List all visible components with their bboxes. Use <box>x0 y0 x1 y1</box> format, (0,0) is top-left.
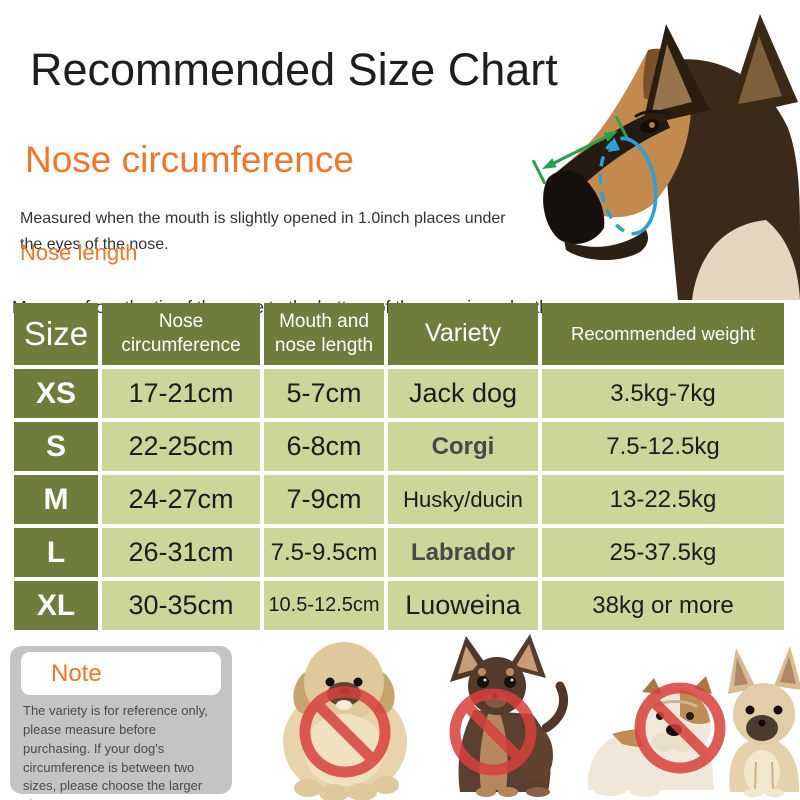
pekingese-illustration <box>283 642 407 800</box>
nose-circ-cell-l: 26-31cm <box>102 528 260 577</box>
note-box: Note The variety is for reference only, … <box>10 646 232 800</box>
german-shepherd-illustration <box>532 14 800 300</box>
mouth-length-cell-xs: 5-7cm <box>264 369 384 418</box>
no-symbol-icon <box>449 688 537 776</box>
size-cell-s: S <box>14 422 98 471</box>
unsuitable-dogs-illustration <box>283 634 800 800</box>
variety-cell-m: Husky/ducin <box>388 475 538 524</box>
no-symbol-icon <box>634 682 726 774</box>
col-header-mouth-nose-length: Mouth and nose length <box>264 303 384 365</box>
nose-circ-cell-s: 22-25cm <box>102 422 260 471</box>
weight-cell-s: 7.5-12.5kg <box>542 422 784 471</box>
size-cell-m: M <box>14 475 98 524</box>
nose-circumference-ellipse-icon <box>598 136 658 236</box>
variety-cell-xl: Luoweina <box>388 581 538 630</box>
no-symbol-icon <box>299 686 391 778</box>
col-header-size: Size <box>14 303 98 365</box>
variety-cell-xs: Jack dog <box>388 369 538 418</box>
bulldogs-illustration <box>587 646 800 798</box>
weight-cell-l: 25-37.5kg <box>542 528 784 577</box>
shepherd-head <box>543 14 800 300</box>
weight-cell-m: 13-22.5kg <box>542 475 784 524</box>
col-header-recommended-weight: Recommended weight <box>542 303 784 365</box>
mouth-length-cell-l: 7.5-9.5cm <box>264 528 384 577</box>
nose-circ-cell-m: 24-27cm <box>102 475 260 524</box>
nose-circ-cell-xs: 17-21cm <box>102 369 260 418</box>
note-label: Note <box>51 659 102 687</box>
nose-length-arrow-icon <box>532 115 629 185</box>
mouth-length-cell-s: 6-8cm <box>264 422 384 471</box>
col-header-variety: Variety <box>388 303 538 365</box>
weight-cell-xs: 3.5kg-7kg <box>542 369 784 418</box>
nose-circumference-heading: Nose circumference <box>25 139 355 180</box>
variety-cell-s: Corgi <box>388 422 538 471</box>
variety-cell-l: Labrador <box>388 528 538 577</box>
size-cell-xl: XL <box>14 581 98 630</box>
note-label-pill: Note <box>21 652 221 695</box>
page-title: Recommended Size Chart <box>30 44 558 95</box>
col-header-nose-circumference: Nose circumference <box>102 303 260 365</box>
mouth-length-cell-m: 7-9cm <box>264 475 384 524</box>
nose-length-heading: Nose length <box>20 240 138 265</box>
nose-circumference-description: Measured when the mouth is slightly open… <box>20 210 506 253</box>
weight-cell-xl: 38kg or more <box>542 581 784 630</box>
size-table: Size Nose circumference Mouth and nose l… <box>14 303 784 630</box>
mouth-length-cell-xl: 10.5-12.5cm <box>264 581 384 630</box>
nose-circ-cell-xl: 30-35cm <box>102 581 260 630</box>
note-text: The variety is for reference only, pleas… <box>23 703 208 800</box>
size-cell-xs: XS <box>14 369 98 418</box>
size-cell-l: L <box>14 528 98 577</box>
